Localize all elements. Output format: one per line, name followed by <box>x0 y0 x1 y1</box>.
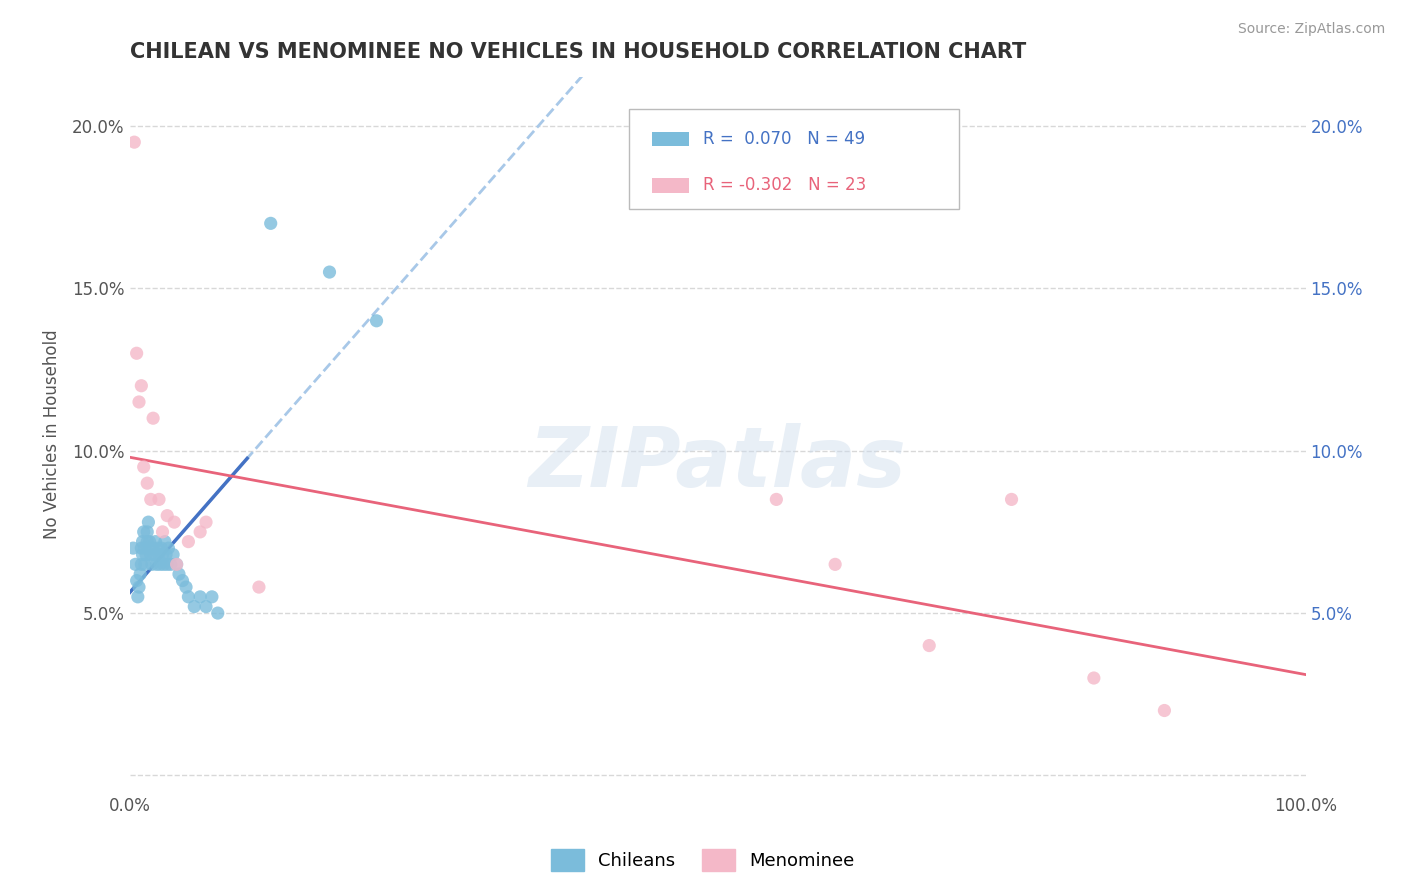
Text: CHILEAN VS MENOMINEE NO VEHICLES IN HOUSEHOLD CORRELATION CHART: CHILEAN VS MENOMINEE NO VEHICLES IN HOUS… <box>129 42 1026 62</box>
Point <box>134 558 156 572</box>
Point <box>146 541 169 555</box>
Point <box>124 558 146 572</box>
Point <box>1000 492 1022 507</box>
Point <box>1083 671 1105 685</box>
Point <box>150 541 173 555</box>
Point <box>141 558 163 572</box>
Point <box>138 534 160 549</box>
Point <box>134 541 156 555</box>
Legend: Chileans, Menominee: Chileans, Menominee <box>544 842 862 879</box>
Point <box>128 580 150 594</box>
Point <box>142 541 165 555</box>
Text: R =  0.070   N = 49: R = 0.070 N = 49 <box>703 130 866 148</box>
Point <box>247 580 270 594</box>
Point <box>318 265 340 279</box>
Point <box>195 599 218 614</box>
Point <box>148 548 170 562</box>
Point <box>136 524 159 539</box>
Point <box>188 590 211 604</box>
Point <box>765 492 787 507</box>
FancyBboxPatch shape <box>630 110 959 210</box>
Point <box>122 541 145 555</box>
Y-axis label: No Vehicles in Household: No Vehicles in Household <box>44 330 60 540</box>
Point <box>136 476 159 491</box>
Point <box>174 580 197 594</box>
Point <box>139 492 162 507</box>
Text: R = -0.302   N = 23: R = -0.302 N = 23 <box>703 177 866 194</box>
Point <box>145 534 167 549</box>
Point <box>207 606 229 620</box>
Point <box>167 567 190 582</box>
Point <box>152 524 174 539</box>
Point <box>131 558 153 572</box>
Point <box>131 378 153 392</box>
Point <box>132 524 155 539</box>
Point <box>135 548 157 562</box>
Point <box>136 534 159 549</box>
Point <box>152 548 174 562</box>
Point <box>143 548 166 562</box>
Point <box>152 558 174 572</box>
Point <box>127 590 149 604</box>
Point <box>148 492 170 507</box>
Point <box>124 135 146 149</box>
Point <box>177 590 200 604</box>
Point <box>139 548 162 562</box>
Point <box>183 599 205 614</box>
Point <box>1153 704 1175 718</box>
Point <box>166 558 188 572</box>
Point <box>131 534 153 549</box>
Point <box>132 459 155 474</box>
Point <box>918 639 941 653</box>
Point <box>153 534 176 549</box>
Point <box>125 574 148 588</box>
FancyBboxPatch shape <box>652 132 689 146</box>
Point <box>201 590 224 604</box>
Point <box>131 541 153 555</box>
Point <box>125 346 148 360</box>
Point <box>163 515 186 529</box>
FancyBboxPatch shape <box>652 178 689 193</box>
Point <box>172 574 194 588</box>
Point <box>188 524 211 539</box>
Point <box>366 314 388 328</box>
Point <box>162 548 184 562</box>
Text: Source: ZipAtlas.com: Source: ZipAtlas.com <box>1237 22 1385 37</box>
Point <box>159 558 181 572</box>
Point <box>138 515 160 529</box>
Point <box>129 567 152 582</box>
Point <box>149 558 172 572</box>
Point <box>142 411 165 425</box>
Point <box>145 558 167 572</box>
Point <box>824 558 846 572</box>
Point <box>260 216 283 230</box>
Point <box>177 534 200 549</box>
Point <box>156 508 179 523</box>
Point <box>195 515 218 529</box>
Point <box>128 395 150 409</box>
Point <box>131 548 153 562</box>
Point <box>156 558 179 572</box>
Text: ZIPatlas: ZIPatlas <box>529 423 907 503</box>
Point <box>166 558 188 572</box>
Point <box>155 548 177 562</box>
Point <box>157 541 180 555</box>
